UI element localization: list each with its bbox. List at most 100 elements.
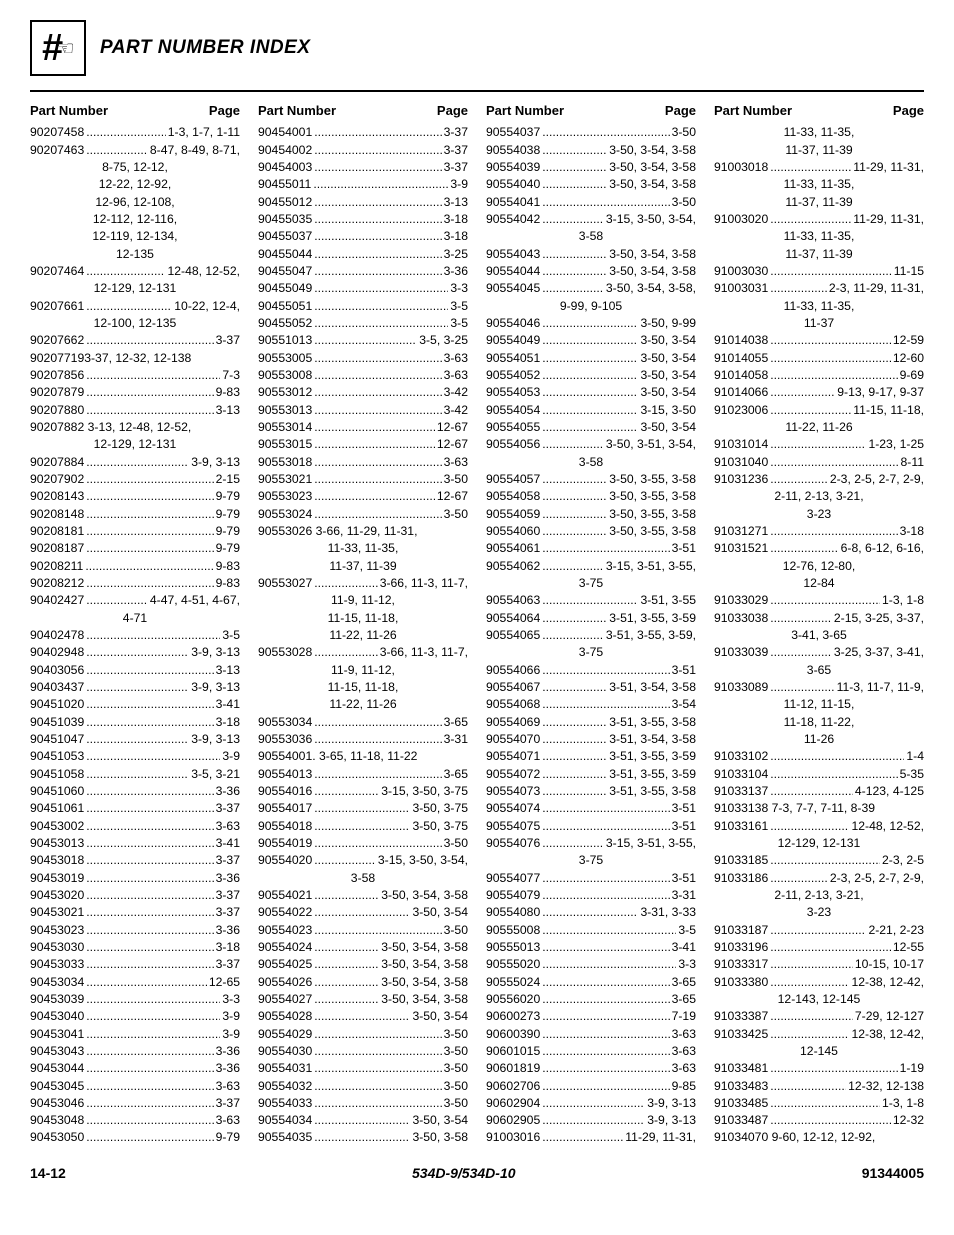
entry-dots: ........................................… <box>770 1112 891 1129</box>
index-entry: 91003018................................… <box>714 159 924 176</box>
index-continuation: 11-37 <box>714 315 924 332</box>
entry-pn: 90554065 <box>486 627 540 644</box>
column-header: Part NumberPage <box>714 102 924 120</box>
entry-dots: ........................................… <box>770 922 866 939</box>
entry-pn: 90554020 <box>258 852 312 869</box>
entry-pn: 90554044 <box>486 263 540 280</box>
entry-pn: 90207879 <box>30 384 84 401</box>
entry-pn: 90554026 <box>258 974 312 991</box>
entry-dots: ........................................… <box>542 662 669 679</box>
entry-pn: 90453013 <box>30 835 84 852</box>
index-entry: 90453045................................… <box>30 1078 240 1095</box>
entry-dots: ........................................… <box>314 246 441 263</box>
entry-dots: ........................................… <box>770 1095 880 1112</box>
index-entry: 90207464................................… <box>30 263 240 280</box>
index-icon: # ☜ <box>30 20 86 76</box>
entry-dots: ........................................… <box>314 939 379 956</box>
entry-pg: 3-50 <box>444 1078 468 1095</box>
index-continuation: 12-129, 12-131 <box>714 835 924 852</box>
entry-pg: 3-9, 3-13 <box>191 644 240 661</box>
index-continuation: 3-23 <box>714 506 924 523</box>
index-entry: 90453018................................… <box>30 852 240 869</box>
index-entry: 90453048................................… <box>30 1112 240 1129</box>
entry-pg: 11-29, 11-31, <box>625 1129 696 1146</box>
entry-dots: ........................................… <box>86 870 213 887</box>
entry-dots: ........................................… <box>542 731 607 748</box>
entry-dots: ........................................… <box>542 1129 623 1146</box>
index-entry: 90208212................................… <box>30 575 240 592</box>
index-entry: 90554058................................… <box>486 488 696 505</box>
entry-dots: ........................................… <box>770 818 849 835</box>
entry-dots: ........................................… <box>314 436 435 453</box>
entry-pg: 3-13 <box>216 662 240 679</box>
index-entry: 90453019................................… <box>30 870 240 887</box>
index-entry: 90554069................................… <box>486 714 696 731</box>
entry-dots: ........................................… <box>314 1112 410 1129</box>
entry-pn: 91031521 <box>714 540 768 557</box>
index-entry: 90451020................................… <box>30 696 240 713</box>
entry-pg: 3-66, 11-3, 11-7, <box>380 644 468 661</box>
entry-pg: 3-37 <box>216 904 240 921</box>
index-entry: 90207661................................… <box>30 298 240 315</box>
header-rule <box>30 90 924 92</box>
entry-pg: 3-37 <box>444 142 468 159</box>
entry-pg: 9-83 <box>216 384 240 401</box>
entry-pg: 3-9 <box>450 176 468 193</box>
index-entry: 90455035................................… <box>258 211 468 228</box>
entry-dots: ........................................… <box>314 350 441 367</box>
entry-pn: 90207463 <box>30 142 84 159</box>
entry-pg: 3-50, 3-54, 3-58 <box>609 142 696 159</box>
index-continuation: 11-33, 11-35, <box>714 228 924 245</box>
entry-pn: 90553005 <box>258 350 312 367</box>
entry-pg: 3-3 <box>222 991 240 1008</box>
entry-pn: 90207880 <box>30 402 84 419</box>
entry-pg: 3-50 <box>444 1095 468 1112</box>
index-continuation: 11-22, 11-26 <box>258 627 468 644</box>
entry-pg: 9-79 <box>216 540 240 557</box>
index-entry: 90554027................................… <box>258 991 468 1008</box>
index-entry: 91033186................................… <box>714 870 924 887</box>
index-entry: 91034070 9-60, 12-12, 12-92, <box>714 1129 924 1146</box>
entry-dots: ........................................… <box>542 835 604 852</box>
entry-pn: 90554034 <box>258 1112 312 1129</box>
entry-pn: 91033481 <box>714 1060 768 1077</box>
entry-pn: 90553013 <box>258 402 312 419</box>
index-column: Part NumberPage90554037.................… <box>486 102 696 1147</box>
index-continuation: 11-18, 11-22, <box>714 714 924 731</box>
entry-dots: ........................................… <box>314 506 441 523</box>
entry-pg: 3-51, 3-54, 3-58 <box>609 731 696 748</box>
entry-pg: 3-51, 3-54, 3-58 <box>609 679 696 696</box>
index-entry: 90207880................................… <box>30 402 240 419</box>
index-entry: 90453023................................… <box>30 922 240 939</box>
entry-pn: 90453002 <box>30 818 84 835</box>
index-entry: 91033481................................… <box>714 1060 924 1077</box>
index-entry: 90554071................................… <box>486 748 696 765</box>
index-entry: 90554059................................… <box>486 506 696 523</box>
index-entry: 90554064................................… <box>486 610 696 627</box>
entry-dots: ........................................… <box>542 540 669 557</box>
entry-dots: ........................................… <box>770 384 835 401</box>
entry-pg: 3-65 <box>672 991 696 1008</box>
entry-dots: ........................................… <box>86 124 166 141</box>
index-entry: 90453046................................… <box>30 1095 240 1112</box>
index-entry: 90553027................................… <box>258 575 468 592</box>
index-entry: 91033137................................… <box>714 783 924 800</box>
index-continuation: 11-9, 11-12, <box>258 592 468 609</box>
entry-dots: ........................................… <box>86 627 220 644</box>
index-continuation: 11-37, 11-39 <box>714 246 924 263</box>
index-entry: 90403056................................… <box>30 662 240 679</box>
footer-page-num: 14-12 <box>30 1165 66 1181</box>
entry-pn: 90208212 <box>30 575 84 592</box>
index-entry: 90554043................................… <box>486 246 696 263</box>
index-entry: 90451047................................… <box>30 731 240 748</box>
entry-pg: 3-15, 3-51, 3-55, <box>606 558 696 575</box>
entry-pg: 3-37 <box>216 956 240 973</box>
index-entry: 90554079................................… <box>486 887 696 904</box>
entry-dots: ........................................… <box>314 766 441 783</box>
entry-pn: 90554041 <box>486 194 540 211</box>
index-entry: 90451060................................… <box>30 783 240 800</box>
entry-pg: 1-4 <box>906 748 924 765</box>
entry-pn: 90207902 <box>30 471 84 488</box>
entry-dots: ........................................… <box>770 1008 853 1025</box>
index-continuation: 12-22, 12-92, <box>30 176 240 193</box>
